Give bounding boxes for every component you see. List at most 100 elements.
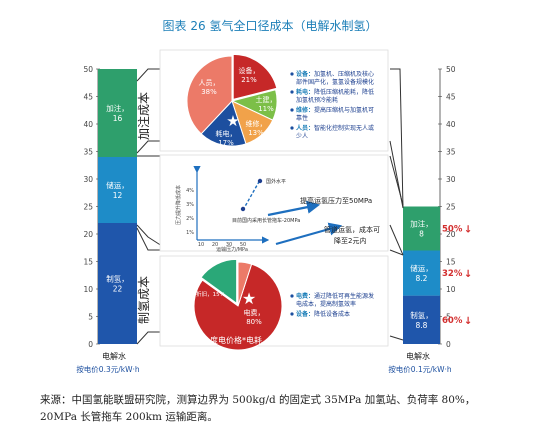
pie1-pct-haodian: 17% [218,139,234,147]
jiazhu-note-cont: 部件国产化，氢氢设备规模化 [296,78,374,86]
mid-y-ticks: 1% 2% 3% 4% [186,188,194,236]
right-axis-tick-label: 40 [446,120,456,129]
left-axis-tick-label: 5 [88,313,93,322]
mid-ytick-label: 4% [186,188,194,194]
right-axis-tick-label: 25 [446,203,456,212]
pie1-label-weixiu: 维修， [246,119,267,128]
right-axis-tick-label: 35 [446,148,456,157]
right-bar-label-jiazhu: 加注， [410,219,433,229]
pie1-label-tujian: 土建， [256,95,277,104]
pie1-slice-renyuan [186,55,233,135]
mid-ylabel: 压力提升降低成本 [175,185,182,225]
jiazhu-note-text: 降低压缩机能耗，降低 [314,88,374,96]
pie1-slice-shebei [232,53,278,101]
bullet-icon [290,72,294,76]
mid-x-ticks: 10 20 30 50 [198,242,246,248]
mid-point-high [257,178,263,184]
left-price-note: 按电价0.3元/kW·h [76,364,140,374]
zhiqing-pie-labels: 电费， 80% 设备折旧，15% 度电价格*电耗 [185,290,264,345]
pie1-star-icon: ★ [226,112,239,130]
mid-high-note: 国外水平 [266,178,286,185]
jiazhu-note-key: 设备： [296,70,314,78]
pie2-label-dianfei: 电费， [244,308,265,317]
source-note: 来源：中国氢能联盟研究院，测算边界为 500kg/d 的固定式 35MPa 加氢… [40,394,476,423]
bullet-icon [290,126,294,130]
jiazhu-note-cont: 加氢机预冷能耗 [296,96,338,104]
pie2-pct-dianfei: 80% [246,318,262,326]
mid-low-note: 目前国内采用长管拖车-20MPa [232,217,300,224]
right-bar-label-zhiqing: 制氢， [410,310,433,320]
chart-canvas: 图表 26 氢气全口径成本（电解水制氢） 0 5 10 15 20 25 30 35 40 45 5… [76,18,472,374]
right-bar-value-jiazhu: 8 [419,230,424,239]
jiazhu-pie [186,53,278,147]
pie1-label-renyuan: 人员， [199,79,220,87]
mid-arrow2-label-a: 管道运氢，成本可 [324,225,380,234]
pie1-pct-weixiu: 13% [248,129,264,137]
zhiqing-note-1: 设备：降低设备成本 [296,310,350,318]
left-axis-tick-label: 10 [83,285,93,294]
right-axis-tick-label: 5 [446,313,451,322]
left-axis-tick-label: 35 [83,148,93,157]
zhiqing-note-key: 电费： [296,292,314,300]
left-stacked-bar: 制氢，22 储运，12 加注，16 [98,69,137,344]
left-axis-tick-label: 50 [83,65,93,74]
right-category-label: 电解水 [406,351,430,361]
jiazhu-note-text: 加氢机、压缩机及核心 [314,70,374,78]
jiazhu-note-2: 维修：提高压缩机与加氢机可 [296,106,374,114]
figure-title: 图表 26 氢气全口径成本（电解水制氢） [163,18,378,33]
zhiqing-note-key: 设备： [296,310,314,318]
right-axis-tick-label: 0 [446,340,451,349]
jiazhu-note-key: 维修： [296,106,314,114]
zhiqing-pie [193,258,283,351]
jiazhu-notes: 设备：加氢机、压缩机及核心部件国产化，氢氢设备规模化耗电：降低压缩机能耗，降低加… [290,70,374,140]
mid-arrow-2 [275,222,343,246]
left-axis-tick-label: 25 [83,203,93,212]
mid-arrow-1 [267,200,321,217]
right-y-axis: 0 5 10 15 20 25 30 35 40 45 50 [438,65,456,349]
left-bar-value-zhiqing: 22 [113,285,123,294]
right-bar-label-chuyun: 储运， [410,263,433,273]
jiazhu-note-0: 设备：加氢机、压缩机及核心 [296,70,374,78]
bullet-icon [290,90,294,94]
mid-ytick-label: 3% [186,202,194,208]
jiazhu-note-3: 人员：智能化控制实现无人或 [296,124,374,132]
right-axis-tick-label: 15 [446,258,456,267]
left-bar-segment-zhiqing [98,223,137,344]
down-arrow-icon: ↓ [464,316,472,327]
jiazhu-note-text: 智能化控制实现无人或 [314,124,374,132]
jiazhu-note-1: 耗电：降低压缩机能耗，降低 [296,88,374,96]
mid-arrow2-label-b: 降至2元内 [334,236,366,245]
reduction-chuyun: 32% [442,269,463,279]
mid-arrow1-label: 提高运氢压力至50MPa [300,196,372,205]
pie2-caption: 度电价格*电耗 [210,335,262,345]
jiazhu-note-key: 人员： [296,124,314,132]
left-bar-value-jiazhu: 16 [113,114,123,123]
chuyun-line-chart: 压力提升降低成本 运输压力/MPa 1% 2% 3% 4% 10 20 30 50 国外水平… [175,166,380,253]
pie2-label-shebei: 设备折旧，15% [185,290,225,298]
jiazhu-note-cont: 靠性 [296,114,308,122]
right-bar-segment-zhiqing [403,295,440,344]
left-axis-tick-label: 20 [83,230,93,239]
mid-xtick-label: 20 [212,242,218,248]
jiazhu-pie-labels: 人员， 38% 设备， 21% 土建， 11% 维修， 13% 耗电， 17% [199,66,277,147]
pie2-slice-dianfei [193,263,283,351]
zhiqing-cost-label: 制氢成本 [136,276,151,324]
right-bar-value-zhiqing: 8.8 [416,321,428,330]
bullet-icon [290,312,294,316]
left-axis-tick-label: 0 [88,340,93,349]
right-axis-tick-label: 50 [446,65,456,74]
left-bar-label-chuyun: 储运， [106,180,129,190]
left-bar-segment-chuyun [98,157,137,223]
right-axis-tick-label: 10 [446,285,456,294]
zhiqing-note-text: 通过降低可再生能源发 [314,292,374,300]
mid-ytick-label: 1% [186,230,194,236]
pie1-slice-haodian [200,100,247,147]
right-axis-tick-label: 20 [446,230,456,239]
right-axis-tick-label: 45 [446,93,456,102]
pie1-label-haodian: 耗电， [216,129,237,138]
reduction-jiazhu: 50% [442,225,463,235]
zhiqing-note-text: 降低设备成本 [314,310,350,318]
mid-xlabel: 运输压力/MPa [216,246,248,253]
jiazhu-cost-label: 加注成本 [136,92,151,140]
